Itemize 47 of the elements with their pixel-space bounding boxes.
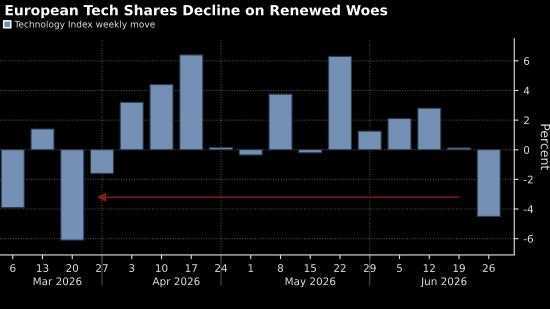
x-tick-label: 29	[364, 264, 376, 272]
legend-label: Technology Index weekly move	[14, 20, 155, 30]
bar	[90, 149, 114, 174]
chart-title: European Tech Shares Decline on Renewed Woes	[6, 4, 388, 18]
bar	[30, 128, 55, 150]
x-tick-label: 10	[156, 264, 168, 272]
x-tick-label: 15	[304, 264, 316, 272]
x-tick-label: 1	[248, 264, 254, 272]
x-tick-label: 3	[129, 264, 134, 272]
y-tick-label: 6	[524, 57, 530, 65]
y-tick-label: 2	[524, 116, 529, 124]
x-tick-label: 8	[278, 264, 284, 272]
y-tick-label: 4	[524, 86, 530, 94]
bar	[387, 118, 412, 150]
x-tick-label: 12	[424, 264, 435, 272]
x-tick-label: 22	[334, 264, 346, 272]
bar	[179, 54, 204, 150]
x-tick-label: 17	[186, 264, 197, 272]
text: May 2026	[286, 277, 336, 288]
y-tick-label: 0	[524, 146, 530, 154]
bar	[417, 108, 442, 150]
y-tick-label: -4	[524, 205, 534, 213]
bar	[149, 84, 174, 150]
bar	[358, 130, 382, 150]
bar	[208, 146, 234, 150]
bar	[0, 149, 25, 208]
text: Jun 2026	[420, 277, 467, 288]
bar	[60, 149, 84, 241]
y-tick-label: -6	[524, 234, 534, 243]
bar	[238, 149, 263, 156]
y-axis-title: Percent	[540, 124, 550, 170]
x-tick-label: 6	[10, 264, 16, 272]
text: Mar 2026	[34, 277, 82, 286]
x-tick-label: 13	[37, 264, 48, 272]
bar	[268, 94, 293, 150]
y-tick-label: -2	[524, 176, 533, 184]
bar	[120, 102, 144, 150]
x-tick-label: 24	[215, 264, 228, 272]
text: Apr 2026	[152, 277, 200, 288]
x-tick-label: 5	[396, 264, 402, 272]
bar	[476, 149, 501, 217]
x-tick-label: 20	[66, 264, 78, 272]
bar	[328, 56, 352, 150]
x-tick-label: 26	[482, 264, 495, 272]
x-tick-label: 27	[96, 264, 108, 272]
bar	[298, 149, 322, 154]
x-tick-label: 19	[454, 264, 465, 272]
